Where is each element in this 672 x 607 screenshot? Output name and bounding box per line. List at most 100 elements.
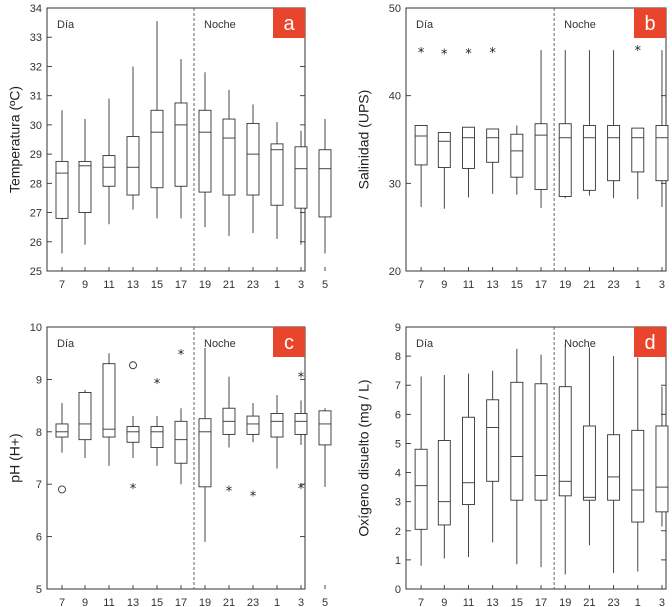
box-15 xyxy=(150,21,164,219)
x-tick-label: 3 xyxy=(298,597,304,607)
box-1 xyxy=(631,127,645,200)
box-iqr xyxy=(534,383,548,501)
box-iqr xyxy=(486,128,500,163)
x-tick-label: 19 xyxy=(559,597,571,607)
y-tick-label: 28 xyxy=(30,178,42,190)
box-iqr xyxy=(558,123,572,197)
y-tick-label: 9 xyxy=(395,322,401,334)
box-iqr xyxy=(414,448,428,530)
x-tick-label: 15 xyxy=(511,597,523,607)
box-iqr xyxy=(198,418,212,488)
box-3 xyxy=(655,386,669,527)
box-iqr xyxy=(655,425,669,513)
box-17 xyxy=(174,59,188,219)
box-iqr xyxy=(270,413,284,438)
box-1 xyxy=(631,357,645,572)
box-11 xyxy=(462,373,475,557)
box-21 xyxy=(222,376,236,448)
box-iqr xyxy=(102,155,116,187)
y-tick-label: 7 xyxy=(36,479,42,491)
box-iqr xyxy=(631,127,645,173)
box-iqr xyxy=(246,122,260,196)
x-tick-label: 17 xyxy=(535,597,547,607)
x-tick-label: 9 xyxy=(441,279,447,291)
plot-frame xyxy=(46,7,306,272)
panel-badge-label: d xyxy=(644,332,655,354)
x-tick-label: 13 xyxy=(127,279,139,291)
box-13 xyxy=(126,416,140,458)
x-tick-label: 1 xyxy=(635,597,641,607)
box-iqr xyxy=(246,415,260,435)
box-iqr xyxy=(582,425,596,501)
x-tick-label: 11 xyxy=(103,279,114,291)
box-15 xyxy=(510,348,524,565)
night-label: Noche xyxy=(204,19,236,31)
x-tick-label: 11 xyxy=(103,597,114,607)
box-23 xyxy=(246,402,260,443)
box-9 xyxy=(437,132,451,209)
y-tick-label: 33 xyxy=(30,32,42,44)
box-iqr xyxy=(294,413,308,435)
y-tick-label: 29 xyxy=(30,149,42,161)
box-11 xyxy=(102,98,116,225)
day-label: Día xyxy=(416,338,434,350)
box-iqr xyxy=(437,132,451,169)
x-tick-label: 9 xyxy=(82,597,88,607)
box-iqr xyxy=(558,386,572,497)
x-tick-label: 17 xyxy=(535,279,547,291)
box-5 xyxy=(318,119,332,254)
x-tick-label: 7 xyxy=(418,597,424,607)
night-label: Noche xyxy=(204,338,236,350)
box-iqr xyxy=(126,136,140,196)
box-17 xyxy=(534,50,548,208)
night-label: Noche xyxy=(564,19,596,31)
box-7 xyxy=(55,402,69,453)
outlier-circle xyxy=(58,485,66,494)
box-iqr xyxy=(631,429,645,523)
x-tick-label: 3 xyxy=(659,279,665,291)
box-iqr xyxy=(102,363,116,438)
box-9 xyxy=(437,375,451,559)
box-iqr xyxy=(510,381,524,501)
day-label: Día xyxy=(57,19,75,31)
x-tick-label: 11 xyxy=(463,597,474,607)
box-17 xyxy=(534,354,548,568)
box-iqr xyxy=(78,160,92,214)
y-tick-label: 30 xyxy=(30,120,42,132)
x-tick-label: 1 xyxy=(635,279,641,291)
y-tick-label: 50 xyxy=(389,3,401,15)
box-iqr xyxy=(174,420,188,464)
day-label: Día xyxy=(57,338,75,350)
box-7 xyxy=(414,125,428,208)
x-tick-label: 23 xyxy=(247,597,259,607)
box-iqr xyxy=(78,392,92,441)
box-3 xyxy=(294,130,308,245)
x-tick-label: 7 xyxy=(59,597,65,607)
y-tick-label: 30 xyxy=(389,178,401,190)
box-13 xyxy=(126,66,140,210)
box-13 xyxy=(486,128,500,194)
y-tick-label: 6 xyxy=(395,409,401,421)
box-iqr xyxy=(126,426,140,443)
box-9 xyxy=(78,389,92,458)
x-tick-label: 21 xyxy=(223,279,235,291)
x-tick-label: 23 xyxy=(607,597,619,607)
x-tick-label: 19 xyxy=(199,279,211,291)
x-tick-label: 7 xyxy=(59,279,65,291)
x-tick-label: 13 xyxy=(127,597,139,607)
y-tick-label: 8 xyxy=(36,427,42,439)
y-axis-label: pH (H+) xyxy=(7,433,23,482)
box-23 xyxy=(246,104,260,234)
box-1 xyxy=(270,121,284,239)
x-tick-label: 21 xyxy=(583,597,595,607)
y-tick-label: 2 xyxy=(395,526,401,538)
y-axis-label: Salinidad (UPS) xyxy=(356,90,372,190)
box-19 xyxy=(558,344,572,575)
x-tick-label: 3 xyxy=(659,597,665,607)
box-iqr xyxy=(607,434,621,501)
y-tick-label: 10 xyxy=(30,322,42,334)
box-iqr xyxy=(437,440,451,526)
